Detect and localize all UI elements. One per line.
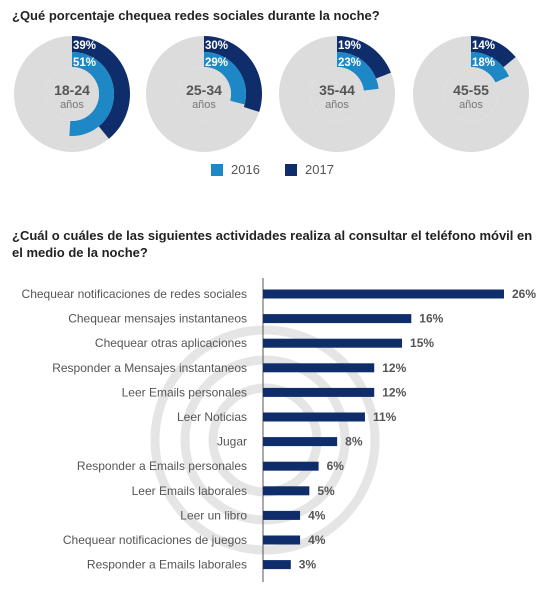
age-label: 18-24 bbox=[54, 82, 90, 98]
label-2016: 23% bbox=[338, 57, 361, 69]
slice-2017 bbox=[337, 36, 391, 79]
label-2017: 19% bbox=[338, 40, 361, 52]
category-label: Leer Noticias bbox=[177, 410, 247, 424]
bar bbox=[263, 338, 403, 348]
watermark-ring bbox=[180, 355, 350, 525]
donut-hole bbox=[310, 67, 364, 121]
bar bbox=[263, 510, 301, 520]
slice-2016 bbox=[337, 52, 379, 91]
value-label: 12% bbox=[382, 361, 406, 375]
value-label: 5% bbox=[317, 484, 335, 498]
age-sublabel: años bbox=[459, 99, 483, 111]
value-label: 8% bbox=[345, 435, 363, 449]
category-label: Leer Emails personales bbox=[122, 385, 247, 399]
age-sublabel: años bbox=[192, 99, 216, 111]
watermark-ring bbox=[150, 325, 380, 555]
value-label: 26% bbox=[512, 287, 536, 301]
legend-item-2016: 2016 bbox=[211, 162, 260, 177]
label-2017: 30% bbox=[205, 40, 228, 52]
label-2016: 18% bbox=[472, 57, 495, 69]
bar-section-title: ¿Cuál o cuáles de las siguientes activid… bbox=[12, 228, 533, 260]
value-label: 3% bbox=[299, 558, 317, 572]
legend: 2016 2017 bbox=[0, 162, 554, 180]
category-label: Chequear mensajes instantaneos bbox=[68, 312, 247, 326]
legend-label-2016: 2016 bbox=[231, 162, 260, 177]
value-label: 4% bbox=[308, 533, 326, 547]
age-sublabel: años bbox=[325, 99, 349, 111]
age-label: 25-34 bbox=[186, 82, 222, 98]
legend-item-2017: 2017 bbox=[285, 162, 334, 177]
slice-2017 bbox=[471, 36, 516, 68]
bar bbox=[263, 461, 319, 471]
label-2017: 39% bbox=[73, 40, 96, 52]
category-label: Chequear otras aplicaciones bbox=[95, 336, 247, 350]
value-label: 12% bbox=[382, 385, 406, 399]
value-label: 6% bbox=[327, 459, 345, 473]
age-sublabel: años bbox=[60, 99, 84, 111]
bar bbox=[263, 412, 365, 422]
donut-hole bbox=[444, 67, 498, 121]
bar bbox=[263, 486, 310, 496]
bar bbox=[263, 314, 412, 324]
value-label: 4% bbox=[308, 508, 326, 522]
age-label: 35-44 bbox=[319, 82, 355, 98]
donut-section-title: ¿Qué porcentaje chequea redes sociales d… bbox=[12, 8, 380, 23]
category-label: Jugar bbox=[217, 435, 247, 449]
category-label: Leer Emails laborales bbox=[132, 484, 247, 498]
slice-2016 bbox=[471, 52, 510, 83]
slice-2017 bbox=[204, 36, 262, 112]
category-label: Responder a Emails personales bbox=[77, 459, 247, 473]
bar bbox=[263, 560, 291, 570]
category-label: Chequear notificaciones de juegos bbox=[63, 533, 247, 547]
value-label: 16% bbox=[419, 312, 443, 326]
bar bbox=[263, 387, 375, 397]
slice-2016 bbox=[69, 52, 114, 136]
category-label: Responder a Emails laborales bbox=[87, 558, 247, 572]
donut-charts: 39%51%18-24años30%29%25-34años19%23%35-4… bbox=[14, 36, 529, 152]
bar bbox=[263, 437, 338, 447]
legend-swatch-2017 bbox=[285, 163, 297, 176]
category-label: Leer un libro bbox=[180, 508, 247, 522]
donut-hole bbox=[177, 67, 231, 121]
legend-label-2017: 2017 bbox=[305, 162, 334, 177]
bar bbox=[263, 363, 375, 373]
bar bbox=[263, 535, 301, 545]
bar bbox=[263, 289, 504, 299]
slice-2016 bbox=[204, 52, 246, 105]
bar-chart: Chequear notificaciones de redes sociale… bbox=[22, 278, 536, 582]
label-2016: 51% bbox=[73, 57, 96, 69]
category-label: Chequear notificaciones de redes sociale… bbox=[22, 287, 247, 301]
value-label: 11% bbox=[373, 410, 397, 424]
slice-2017 bbox=[72, 36, 130, 139]
donut-hole bbox=[45, 67, 99, 121]
category-label: Responder a Mensajes instantaneos bbox=[52, 361, 247, 375]
value-label: 15% bbox=[410, 336, 434, 350]
age-label: 45-55 bbox=[453, 82, 489, 98]
legend-swatch-2016 bbox=[211, 163, 223, 176]
label-2017: 14% bbox=[472, 40, 495, 52]
label-2016: 29% bbox=[205, 57, 228, 69]
